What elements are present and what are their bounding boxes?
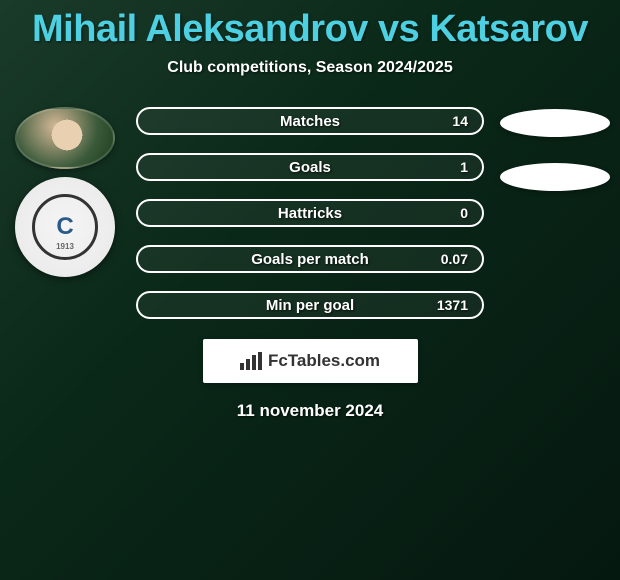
- stat-bar-gpm: Goals per match 0.07: [136, 245, 484, 273]
- opponent-crest: [500, 163, 610, 191]
- club-crest: C: [15, 177, 115, 277]
- stat-value: 1371: [437, 297, 468, 313]
- crest-letter: C: [32, 194, 98, 260]
- left-column: C: [0, 107, 130, 319]
- stat-label: Min per goal: [266, 297, 354, 314]
- stat-label: Hattricks: [278, 205, 342, 222]
- opponent-avatar: [500, 109, 610, 137]
- comparison-content: C Matches 14 Goals 1 Hattricks 0 Goals p…: [0, 107, 620, 319]
- stat-value: 0: [460, 205, 468, 221]
- right-column: [490, 107, 620, 319]
- stat-bar-hattricks: Hattricks 0: [136, 199, 484, 227]
- brand-text: FcTables.com: [268, 351, 380, 371]
- stat-bar-matches: Matches 14: [136, 107, 484, 135]
- stat-label: Goals: [289, 159, 331, 176]
- player-avatar: [15, 107, 115, 169]
- date-label: 11 november 2024: [0, 401, 620, 421]
- chart-icon: [240, 352, 262, 370]
- stat-bar-goals: Goals 1: [136, 153, 484, 181]
- brand-logo: FcTables.com: [203, 339, 418, 383]
- stat-label: Goals per match: [251, 251, 369, 268]
- stat-value: 1: [460, 159, 468, 175]
- stats-bars: Matches 14 Goals 1 Hattricks 0 Goals per…: [130, 107, 490, 319]
- stat-value: 0.07: [441, 251, 468, 267]
- page-title: Mihail Aleksandrov vs Katsarov: [0, 0, 620, 51]
- stat-bar-mpg: Min per goal 1371: [136, 291, 484, 319]
- stat-label: Matches: [280, 113, 340, 130]
- subtitle: Club competitions, Season 2024/2025: [0, 59, 620, 77]
- stat-value: 14: [452, 113, 468, 129]
